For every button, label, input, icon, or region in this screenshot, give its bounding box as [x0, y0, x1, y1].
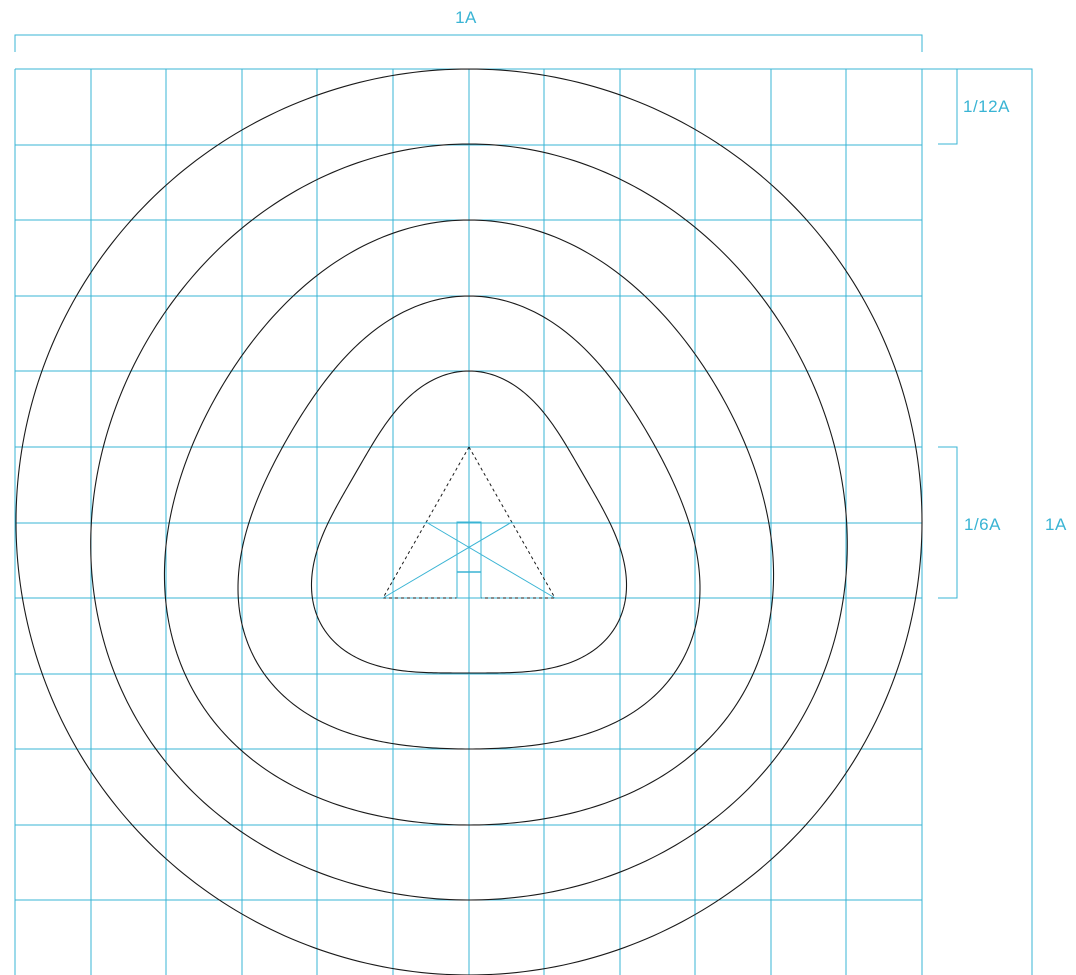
contour-curve-2	[90, 143, 848, 901]
cell-dimension-bracket	[938, 68, 958, 145]
dimension-brackets	[14, 34, 1033, 975]
contour-shapes	[15, 68, 923, 975]
center-construction	[382, 446, 556, 599]
full-height-label: 1A	[1045, 515, 1067, 534]
contour-curve-3	[163, 219, 775, 826]
top-width-label: 1A	[455, 8, 477, 27]
median-line-left	[382, 521, 513, 599]
contour-curve-1	[15, 68, 923, 975]
cell-size-label: 1/12A	[963, 97, 1010, 116]
median-line-right	[425, 521, 556, 599]
contour-curve-5	[310, 370, 628, 674]
contour-curve-4	[237, 295, 701, 750]
top-dimension-bracket	[14, 34, 923, 52]
center-marker-box	[456, 521, 482, 599]
full-height-dimension-bracket	[922, 68, 1033, 975]
center-size-label: 1/6A	[964, 515, 1001, 534]
center-dimension-bracket	[938, 446, 958, 599]
